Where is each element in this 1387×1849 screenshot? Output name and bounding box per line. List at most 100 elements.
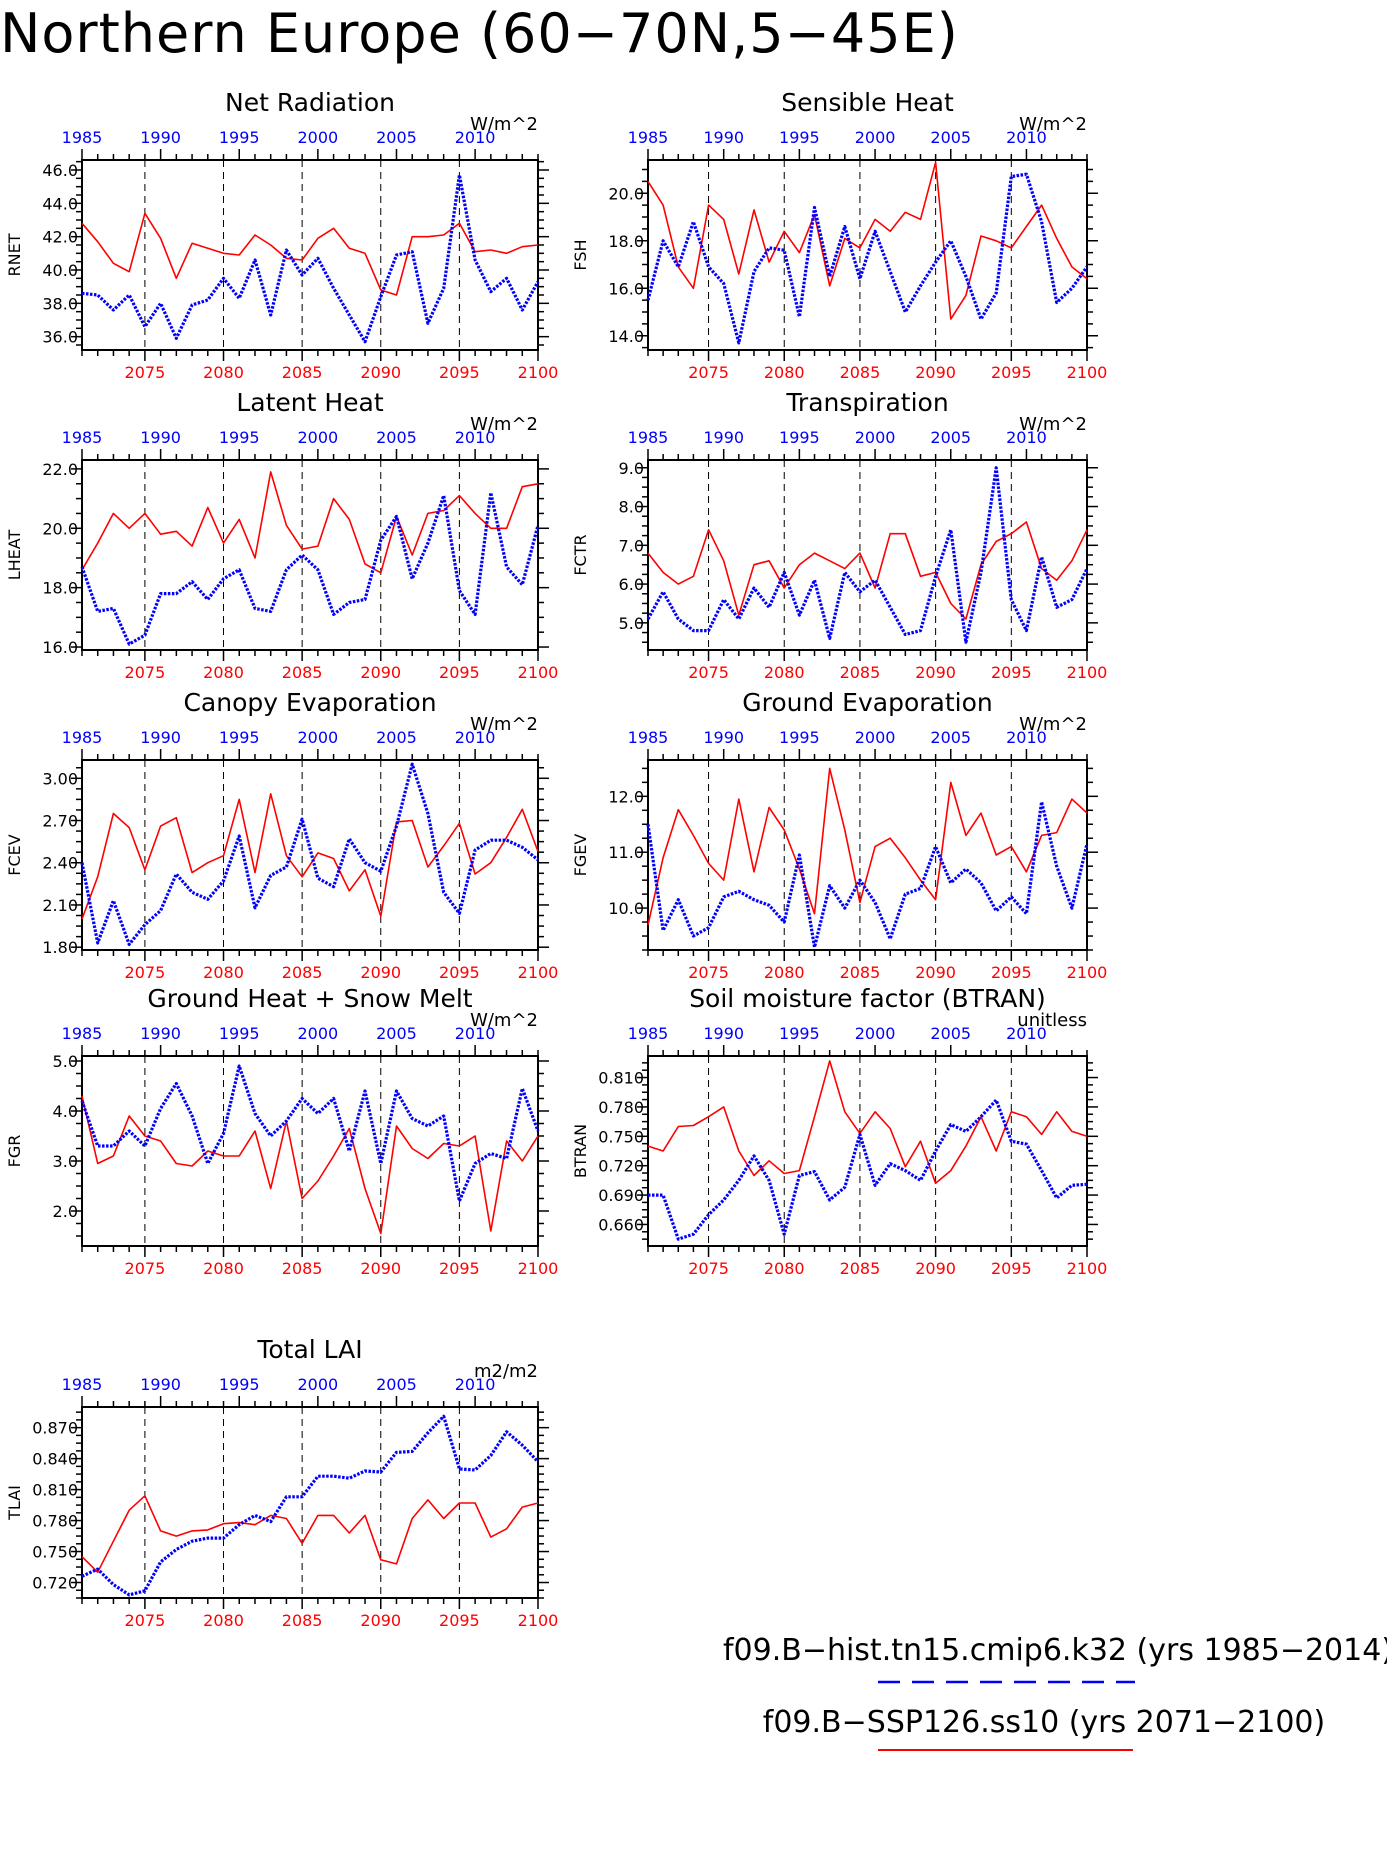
x-bottom-tick-label: 2090 [915,1259,956,1278]
y-tick-label: 3.00 [42,769,78,788]
x-top-tick-label: 1985 [62,1375,103,1394]
y-tick-label: 10.0 [608,899,644,918]
x-top-tick-label: 1990 [703,1024,744,1043]
x-bottom-tick-label: 2085 [840,363,881,382]
x-top-tick-label: 2000 [298,428,339,447]
y-axis-label: FCTR [571,534,590,575]
x-bottom-tick-label: 2100 [1067,963,1108,982]
panel-8: Soil moisture factor (BTRAN)unitless 2075… [571,984,1107,1278]
series-line-ssp [81,792,539,920]
x-top-tick-label: 2005 [376,428,417,447]
x-bottom-tick-label: 2075 [688,963,729,982]
y-tick-label: 2.70 [42,812,78,831]
x-bottom-tick-label: 2095 [439,1259,480,1278]
x-top-tick-label: 2005 [376,1024,417,1043]
series-line-hist [81,173,540,344]
x-top-tick-label: 2005 [930,128,971,147]
x-top-tick-label: 2010 [1006,1024,1047,1043]
x-bottom-tick-label: 2075 [688,363,729,382]
x-bottom-tick-label: 2080 [764,1259,805,1278]
series-line-ssp [647,767,1088,926]
x-bottom-tick-label: 2095 [439,1611,480,1630]
panel-5: Canopy Evaporation W/m^2 2075 2080 2085 2090 2… [5,688,558,982]
x-top-tick-label: 1995 [779,728,820,747]
x-top-tick-label: 2010 [455,428,496,447]
x-top-tick-label: 1990 [703,728,744,747]
x-bottom-tick-label: 2085 [282,1259,323,1278]
x-top-tick-label: 2000 [298,1375,339,1394]
x-bottom-tick-label: 2090 [360,363,401,382]
x-top-tick-label: 2010 [1006,428,1047,447]
x-top-tick-label: 2005 [930,1024,971,1043]
y-tick-label: 5.0 [53,1052,78,1071]
x-bottom-tick-label: 2075 [125,963,166,982]
x-top-tick-label: 2010 [1006,128,1047,147]
x-bottom-tick-label: 2100 [518,1611,559,1630]
x-bottom-tick-label: 2080 [764,363,805,382]
x-bottom-tick-label: 2100 [1067,363,1108,382]
x-bottom-tick-label: 2090 [360,1259,401,1278]
x-bottom-tick-label: 2100 [518,1259,559,1278]
x-bottom-tick-label: 2080 [203,963,244,982]
x-top-tick-label: 1990 [140,128,181,147]
x-bottom-tick-label: 2100 [1067,663,1108,682]
x-bottom-tick-label: 2075 [125,1611,166,1630]
x-top-tick-label: 2005 [376,1375,417,1394]
y-tick-label: 0.810 [598,1069,644,1088]
x-top-tick-label: 1985 [628,1024,669,1043]
x-top-tick-label: 2010 [455,128,496,147]
x-bottom-tick-label: 2085 [840,663,881,682]
panel-4: Transpiration W/m^2 2075 2080 2085 2090 2095 21… [571,388,1107,682]
series-line-hist [646,172,1089,345]
x-bottom-tick-label: 2085 [840,1259,881,1278]
plot-frame [81,1055,539,1247]
y-tick-label: 0.660 [598,1215,644,1234]
y-axis-label: BTRAN [571,1124,590,1178]
x-top-tick-label: 2010 [455,1375,496,1394]
x-bottom-tick-label: 2075 [125,1259,166,1278]
y-tick-label: 14.0 [608,327,644,346]
figure-title: Northern Europe (60−70N,5−45E) [0,2,959,65]
x-bottom-tick-label: 2095 [991,663,1032,682]
series-line-hist [80,762,540,947]
x-top-tick-label: 1995 [779,428,820,447]
units-label: W/m^2 [470,1010,538,1031]
x-bottom-tick-label: 2095 [991,963,1032,982]
units-label: m2/m2 [474,1361,538,1382]
x-top-tick-label: 2000 [298,128,339,147]
x-top-tick-label: 2005 [930,428,971,447]
x-top-tick-label: 1990 [703,128,744,147]
series-line-hist [648,1098,1088,1241]
y-tick-label: 2.0 [53,1202,78,1221]
y-tick-label: 46.0 [42,161,78,180]
plot-frame [81,759,539,951]
x-top-tick-label: 2000 [298,1024,339,1043]
x-bottom-tick-label: 2080 [203,1611,244,1630]
panel-title: Latent Heat [236,388,384,417]
x-top-tick-label: 1995 [219,728,260,747]
y-axis-label: FSH [571,239,590,270]
panel-title: Ground Evaporation [742,688,992,717]
x-bottom-tick-label: 2100 [518,963,559,982]
panel-6: Ground Evaporation W/m^2 2075 2080 2085 2090 2… [571,688,1107,982]
x-bottom-tick-label: 2080 [764,963,805,982]
plot-frame [81,159,539,351]
panel-3: Latent Heat W/m^2 2075 2080 2085 2090 2095 2100… [5,388,558,682]
x-top-tick-label: 1995 [779,128,820,147]
x-bottom-tick-label: 2095 [991,363,1032,382]
series-line-hist [80,491,540,646]
y-tick-label: 2.40 [42,854,78,873]
x-bottom-tick-label: 2075 [688,1259,729,1278]
y-tick-label: 42.0 [42,228,78,247]
y-tick-label: 8.0 [619,498,644,517]
y-axis-label: FCEV [5,834,24,875]
y-tick-label: 16.0 [42,638,78,657]
y-tick-label: 2.10 [42,896,78,915]
x-top-tick-label: 2000 [855,728,896,747]
x-bottom-tick-label: 2090 [915,663,956,682]
x-top-tick-label: 1995 [219,128,260,147]
x-top-tick-label: 1990 [140,1375,181,1394]
x-top-tick-label: 1995 [219,1024,260,1043]
plot-frame [647,1055,1088,1247]
